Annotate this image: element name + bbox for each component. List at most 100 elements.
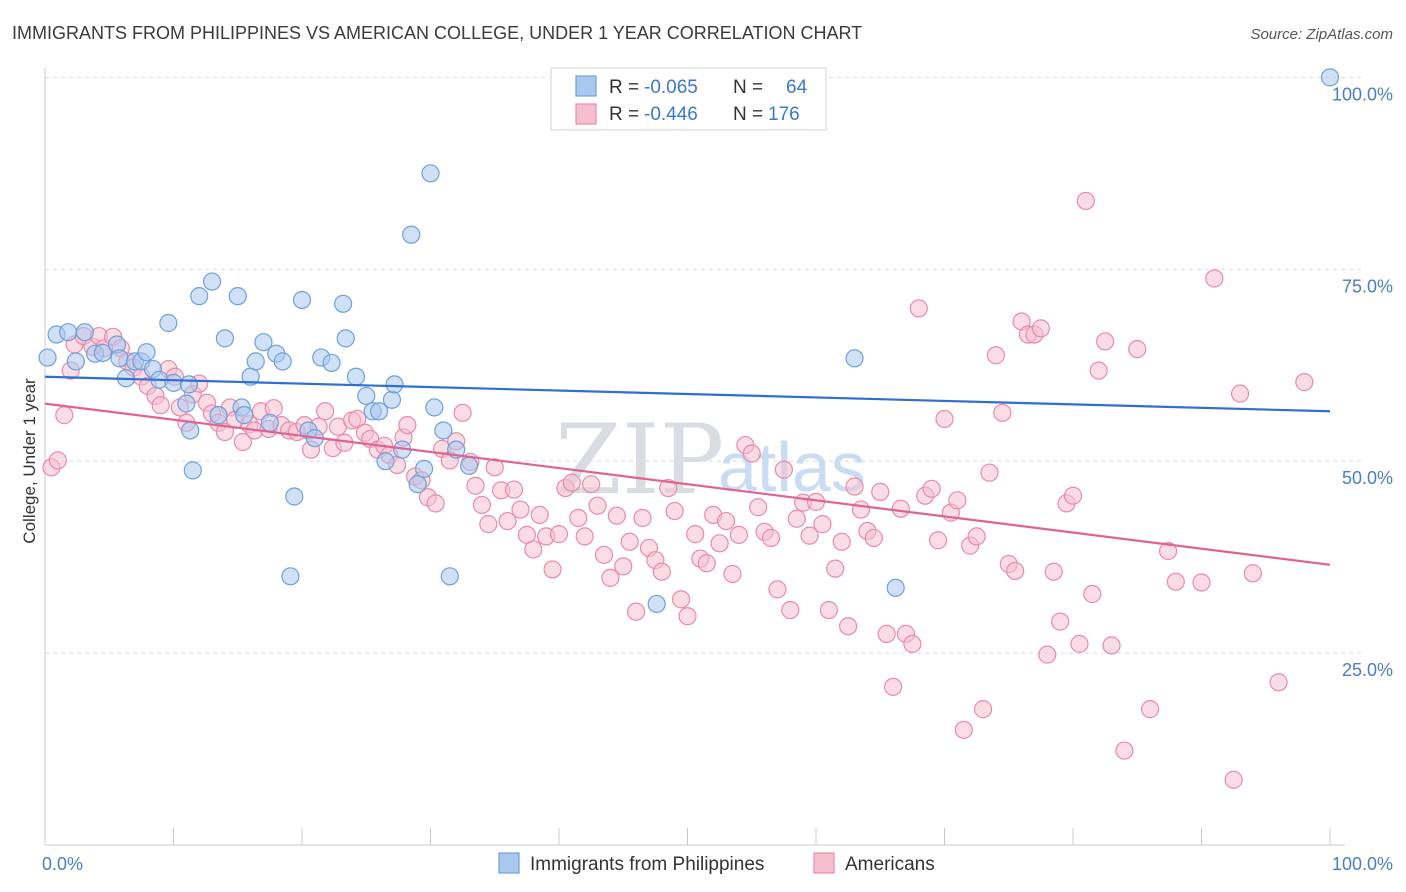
americans-point	[659, 478, 678, 498]
bottom-legend-label-philippines: Immigrants from Philippines	[530, 854, 764, 875]
americans-point	[504, 480, 524, 499]
americans-point	[1128, 340, 1147, 359]
americans-point	[398, 415, 417, 435]
americans-point	[973, 700, 993, 719]
axes	[44, 68, 1345, 846]
americans-point	[671, 590, 691, 609]
philippines-point	[334, 294, 353, 313]
americans-point	[594, 545, 614, 564]
americans-point	[909, 299, 928, 318]
americans-point	[453, 403, 472, 422]
americans-point	[543, 560, 562, 579]
y-tick-label-75: 75.0%	[1342, 276, 1393, 296]
legend-swatch-blue	[575, 75, 597, 97]
americans-point	[479, 515, 498, 534]
legend-r-value-1: -0.065	[644, 77, 698, 98]
americans-point	[1076, 191, 1095, 211]
philippines-point	[408, 475, 427, 494]
americans-point	[1006, 561, 1025, 581]
watermark-zip: ZIP	[555, 404, 724, 516]
y-tick-label-25: 25.0%	[1342, 660, 1393, 680]
americans-point	[48, 451, 67, 470]
americans-point	[466, 476, 485, 495]
americans-point	[686, 525, 705, 544]
philippines-point	[202, 272, 222, 291]
americans-point	[845, 477, 864, 496]
philippines-point	[215, 329, 234, 348]
americans-point	[864, 528, 883, 548]
americans-point	[485, 458, 504, 477]
americans-point	[768, 580, 787, 599]
philippines-point	[285, 487, 304, 506]
americans-point	[832, 532, 851, 551]
americans-point	[1102, 636, 1121, 655]
americans-point	[954, 720, 973, 739]
americans-point	[922, 479, 941, 498]
americans-point	[948, 491, 967, 510]
americans-point	[582, 475, 601, 494]
americans-point	[903, 634, 922, 653]
philippines-point	[110, 349, 129, 368]
philippines-point	[246, 352, 265, 371]
americans-point	[697, 554, 716, 573]
americans-point	[511, 500, 530, 519]
philippines-point	[183, 461, 202, 480]
americans-point	[498, 511, 517, 531]
americans-point	[993, 403, 1012, 422]
philippines-point	[425, 398, 444, 417]
americans-point	[1089, 361, 1108, 380]
americans-point	[1115, 741, 1134, 760]
philippines-point	[440, 567, 459, 586]
philippines-point	[254, 333, 273, 352]
philippines-point	[209, 406, 228, 425]
americans-point	[877, 624, 896, 643]
americans-point	[575, 527, 594, 546]
philippines-point	[845, 349, 864, 368]
americans-point	[980, 463, 999, 482]
americans-point	[633, 508, 652, 528]
philippines-point	[382, 390, 402, 409]
americans-point	[1166, 572, 1185, 591]
philippines-point	[38, 348, 57, 367]
americans-point	[626, 602, 646, 621]
legend-n-value-1: 64	[786, 77, 808, 98]
americans-point	[871, 482, 890, 501]
americans-point	[1205, 269, 1224, 288]
americans-point	[813, 515, 832, 534]
americans-point	[1083, 584, 1102, 604]
americans-point	[967, 527, 986, 546]
philippines-point	[260, 413, 279, 432]
americans-point	[614, 557, 633, 576]
americans-trend-line	[44, 402, 1331, 566]
philippines-point	[459, 456, 479, 475]
americans-point	[781, 600, 800, 620]
philippines-point	[402, 225, 421, 244]
philippines-point	[1320, 68, 1340, 87]
bottom-legend: Immigrants from Philippines Americans	[498, 852, 935, 875]
philippines-point	[281, 567, 300, 586]
americans-point	[426, 494, 445, 513]
americans-point	[716, 511, 736, 531]
philippines-point	[66, 352, 85, 371]
legend-r-label-2: R =	[609, 104, 639, 125]
americans-point	[761, 528, 781, 548]
chart-title: IMMIGRANTS FROM PHILIPPINES VS AMERICAN …	[12, 23, 862, 43]
americans-point	[151, 396, 170, 415]
x-tick-label-100: 100.0%	[1332, 854, 1393, 874]
americans-point	[588, 496, 607, 515]
americans-point	[729, 525, 749, 544]
bottom-legend-swatch-pink	[813, 852, 835, 874]
americans-point	[742, 444, 761, 463]
americans-point	[819, 600, 838, 620]
americans-point	[826, 559, 845, 578]
gridlines	[45, 76, 1365, 654]
americans-point	[1038, 645, 1057, 664]
americans-point	[710, 534, 729, 553]
americans-point	[749, 498, 768, 517]
americans-point	[620, 532, 639, 551]
americans-point	[1243, 564, 1263, 583]
americans-point	[986, 346, 1006, 365]
americans-point	[316, 402, 335, 421]
trend-lines	[44, 375, 1331, 566]
americans-point	[1192, 573, 1211, 592]
